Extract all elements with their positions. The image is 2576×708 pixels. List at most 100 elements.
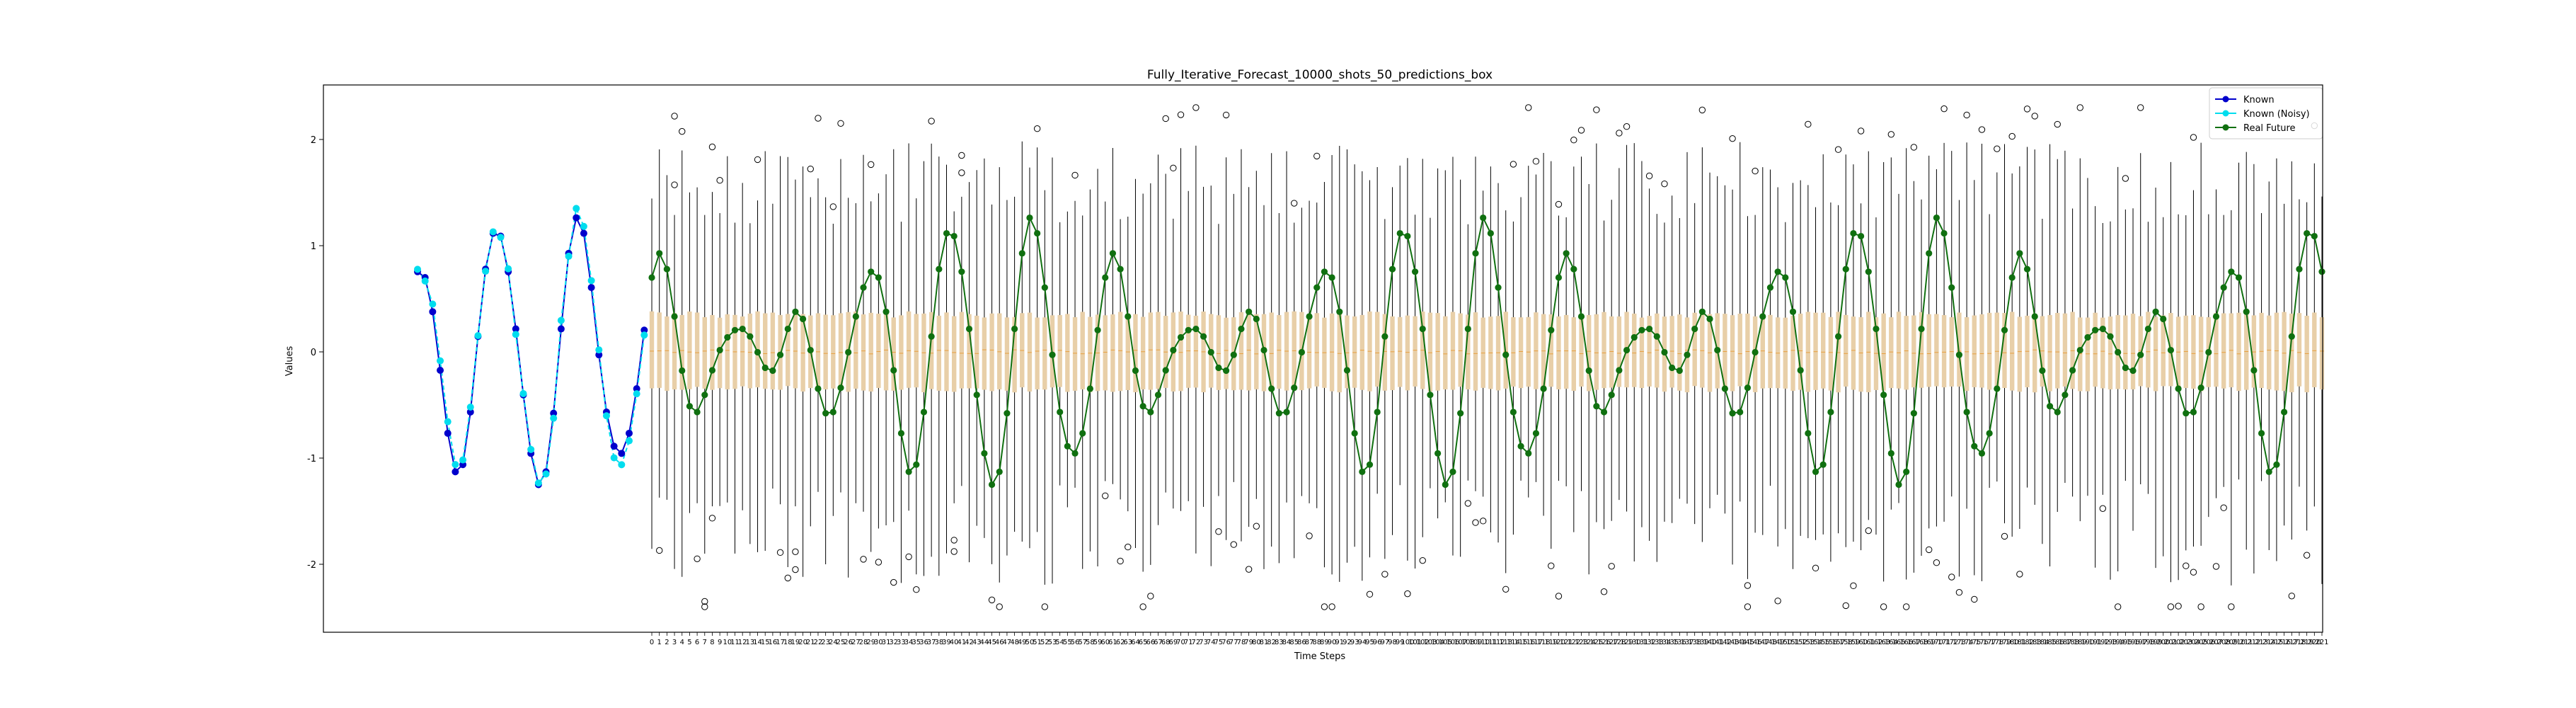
x-tick-label: 41: [957, 639, 966, 646]
known-point: [466, 408, 474, 416]
x-tick-label: 74: [1207, 639, 1216, 646]
real-future-point: [1887, 450, 1894, 457]
box: [2312, 312, 2317, 387]
boxplot: [1381, 219, 1388, 578]
boxplot: [1873, 217, 1879, 535]
boxplot: [1677, 217, 1682, 499]
x-tick-label: 190: [2081, 639, 2094, 646]
boxplot: [1110, 148, 1115, 484]
real-future-point: [905, 468, 912, 475]
real-future-point: [1162, 367, 1169, 374]
box: [1042, 317, 1047, 390]
real-future-point: [1858, 232, 1865, 240]
boxplot: [1783, 222, 1788, 530]
real-future-point: [2258, 430, 2265, 437]
boxplot: [694, 187, 701, 562]
outlier-point: [1117, 557, 1124, 565]
x-axis-label: Time Steps: [1294, 651, 1346, 662]
real-future-point: [2212, 313, 2220, 320]
outlier-point: [671, 181, 678, 188]
real-future-point: [2273, 461, 2280, 468]
box: [2161, 315, 2166, 387]
outlier-point: [1774, 598, 1781, 605]
known-point: [618, 450, 626, 457]
box: [2259, 312, 2264, 388]
real-future-point: [2054, 409, 2061, 416]
x-tick-label: 78: [1237, 639, 1246, 646]
outlier-point: [1215, 528, 1222, 535]
boxplot: [1328, 154, 1335, 610]
real-future-point: [897, 430, 905, 437]
outlier-point: [860, 556, 867, 563]
real-future-point: [1737, 409, 1744, 416]
x-tick-label: 170: [1930, 639, 1943, 646]
legend-item-known: Known: [2215, 95, 2275, 105]
x-tick-label: 197: [2134, 639, 2147, 646]
real-future-point: [1449, 468, 1456, 475]
outlier-point: [1645, 172, 1653, 180]
boxplot: [2137, 104, 2144, 485]
outlier-point: [1170, 164, 1177, 172]
real-future-point: [973, 392, 980, 399]
boxplot: [1926, 155, 1933, 554]
x-tick-label: 162: [1869, 639, 1882, 646]
real-future-point: [1041, 284, 1048, 291]
real-future-point: [1933, 214, 1940, 222]
outlier-point: [1245, 566, 1253, 573]
boxplot: [747, 223, 753, 544]
x-tick-label: 133: [1650, 639, 1664, 646]
boxplot: [944, 164, 949, 554]
real-future-point: [1729, 410, 1736, 417]
real-future-point: [1797, 367, 1804, 374]
box: [1065, 314, 1070, 392]
real-future-point: [1540, 385, 1547, 392]
boxplot: [1390, 187, 1395, 535]
real-future-point: [1117, 266, 1124, 273]
legend-marker-known-noisy: [2222, 110, 2229, 117]
real-future-point: [2318, 268, 2325, 275]
outlier-point: [1661, 180, 1668, 188]
outlier-point: [1910, 144, 1918, 151]
box: [2130, 314, 2136, 389]
y-tick-label: 2: [311, 135, 316, 146]
outlier-point: [1139, 603, 1146, 610]
box: [1775, 317, 1781, 389]
box: [2236, 312, 2241, 392]
known-noisy-point: [557, 316, 565, 324]
boxplot: [913, 198, 920, 593]
x-tick-label: 137: [1680, 639, 1694, 646]
x-tick-label: 169: [1922, 639, 1936, 646]
boxplot: [1744, 216, 1752, 610]
x-tick-label: 88: [1312, 639, 1321, 646]
boxplot: [1147, 183, 1154, 600]
x-tick-label: 110: [1476, 639, 1490, 646]
known-noisy-point: [489, 228, 497, 236]
outlier-point: [1752, 167, 1759, 175]
box: [2123, 315, 2128, 390]
real-future-point: [1759, 313, 1766, 320]
box: [1571, 317, 1577, 392]
known-point: [640, 326, 648, 334]
x-tick-label: 52: [1040, 639, 1050, 646]
x-tick-label: 17: [776, 639, 785, 646]
x-tick-label: 175: [1967, 639, 1981, 646]
outlier-point: [1253, 523, 1260, 530]
x-tick-label: 134: [1657, 639, 1671, 646]
real-future-point: [784, 325, 791, 333]
boxplot: [1645, 172, 1653, 541]
known-noisy-point: [580, 222, 587, 230]
boxplot: [2303, 202, 2311, 559]
real-future-point: [1086, 385, 1093, 392]
outlier-point: [890, 578, 897, 586]
x-tick-label: 185: [2043, 639, 2057, 646]
real-future-point: [1676, 367, 1683, 375]
real-future-point: [1918, 325, 1925, 333]
known-point: [512, 325, 519, 333]
box: [657, 312, 662, 388]
outlier-point: [1419, 556, 1426, 564]
boxplot: [1177, 111, 1185, 511]
x-tick-label: 50: [1025, 639, 1035, 646]
x-tick-label: 35: [912, 639, 921, 646]
box: [899, 315, 904, 390]
boxplot: [1774, 187, 1781, 605]
